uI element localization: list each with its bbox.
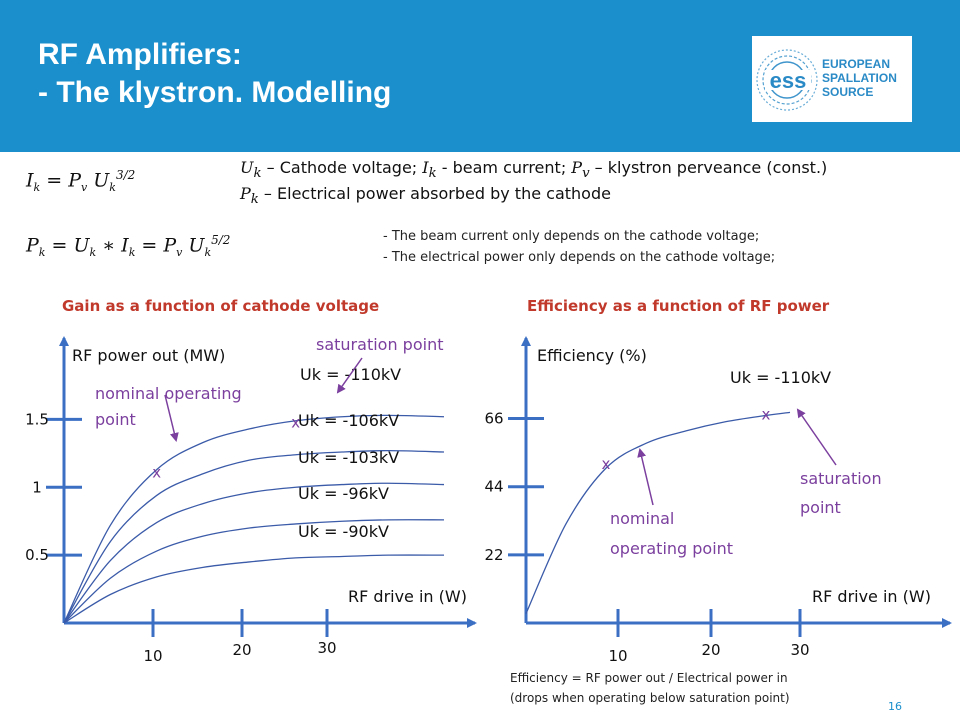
efficiency-series-line (525, 411, 791, 614)
efficiency-annotation-arrow (796, 408, 837, 466)
efficiency-x-axis-label: RF drive in (W) (812, 587, 931, 606)
efficiency-annotation-text: saturation (800, 469, 882, 488)
gain-series-label: Uk = -90kV (298, 522, 389, 541)
footnote-line: Efficiency = RF power out / Electrical p… (510, 671, 788, 685)
formula-beam-current: Ik = Pv Uk3/2 (26, 168, 136, 195)
efficiency-y-tick-label: 44 (484, 478, 503, 496)
efficiency-chart-title: Efficiency as a function of RF power (527, 297, 830, 315)
gain-y-axis-label: RF power out (MW) (72, 346, 225, 365)
logo-word-source: SOURCE (822, 85, 874, 99)
variable-definitions-line1: Uk – Cathode voltage; Ik - beam current;… (240, 158, 828, 182)
gain-series-line (63, 519, 445, 624)
gain-y-tick-label: 1 (32, 478, 42, 496)
gain-annotation-text: saturation point (316, 335, 443, 354)
gain-series-label: Uk = -103kV (298, 448, 399, 467)
gain-series-label: Uk = -106kV (298, 411, 399, 430)
gain-series-label: Uk = -96kV (298, 484, 389, 503)
efficiency-operating-point-marker: x (602, 455, 611, 473)
efficiency-y-axis-label: Efficiency (%) (537, 346, 647, 365)
slide-title-line1: RF Amplifiers: (38, 38, 242, 71)
efficiency-y-tick-label: 66 (484, 410, 503, 428)
efficiency-annotation-text: point (800, 498, 841, 517)
gain-series-line (63, 482, 445, 624)
footnote-line: (drops when operating below saturation p… (510, 691, 790, 705)
slide-title-line2: - The klystron. Modelling (38, 76, 392, 109)
gain-y-tick-label: 1.5 (25, 410, 49, 428)
gain-operating-point-marker: x (291, 414, 300, 432)
bullet-item: - The beam current only depends on the c… (383, 229, 760, 244)
page-number: 16 (888, 700, 902, 713)
gain-annotation-text: nominal operating (95, 384, 242, 403)
gain-x-tick-label: 30 (317, 639, 336, 657)
ess-logo: ess EUROPEAN SPALLATION SOURCE (752, 36, 912, 122)
logo-word-spallation: SPALLATION (822, 71, 897, 85)
gain-x-axis-label: RF drive in (W) (348, 587, 467, 606)
gain-x-tick-label: 10 (143, 647, 162, 665)
variable-definitions-line2: Pk – Electrical power absorbed by the ca… (240, 184, 611, 208)
ess-logo-mark: ess (756, 49, 818, 111)
gain-series-line (63, 449, 445, 624)
efficiency-annotation-text: operating point (610, 539, 733, 558)
gain-annotation-arrow (164, 394, 179, 442)
gain-x-tick-label: 20 (232, 641, 251, 659)
gain-annotation-text: point (95, 410, 136, 429)
efficiency-operating-point-marker: x (762, 405, 771, 423)
efficiency-x-tick-label: 10 (608, 647, 627, 665)
gain-series-line (63, 554, 445, 624)
gain-annotation-arrow (336, 357, 363, 394)
ess-logo-text: ess (770, 68, 807, 93)
bullet-list: - The beam current only depends on the c… (383, 226, 775, 268)
gain-chart-title: Gain as a function of cathode voltage (62, 297, 380, 315)
efficiency-y-tick-label: 22 (484, 546, 503, 564)
efficiency-x-tick-label: 20 (701, 641, 720, 659)
formula-electrical-power: Pk = Uk ∗ Ik = Pv Uk5/2 (26, 233, 231, 260)
efficiency-x-tick-label: 30 (790, 641, 809, 659)
efficiency-annotation-text: nominal (610, 509, 674, 528)
gain-series-line (63, 414, 445, 624)
slide-title: RF Amplifiers: - The klystron. Modelling (38, 36, 391, 112)
gain-operating-point-marker: x (152, 464, 161, 482)
logo-word-european: EUROPEAN (822, 57, 891, 71)
gain-y-tick-label: 0.5 (25, 546, 49, 564)
bullet-item: - The electrical power only depends on t… (383, 250, 776, 265)
efficiency-footnote: Efficiency = RF power out / Electrical p… (510, 668, 790, 708)
efficiency-annotation-arrow (637, 448, 654, 506)
efficiency-series-label: Uk = -110kV (730, 368, 831, 387)
